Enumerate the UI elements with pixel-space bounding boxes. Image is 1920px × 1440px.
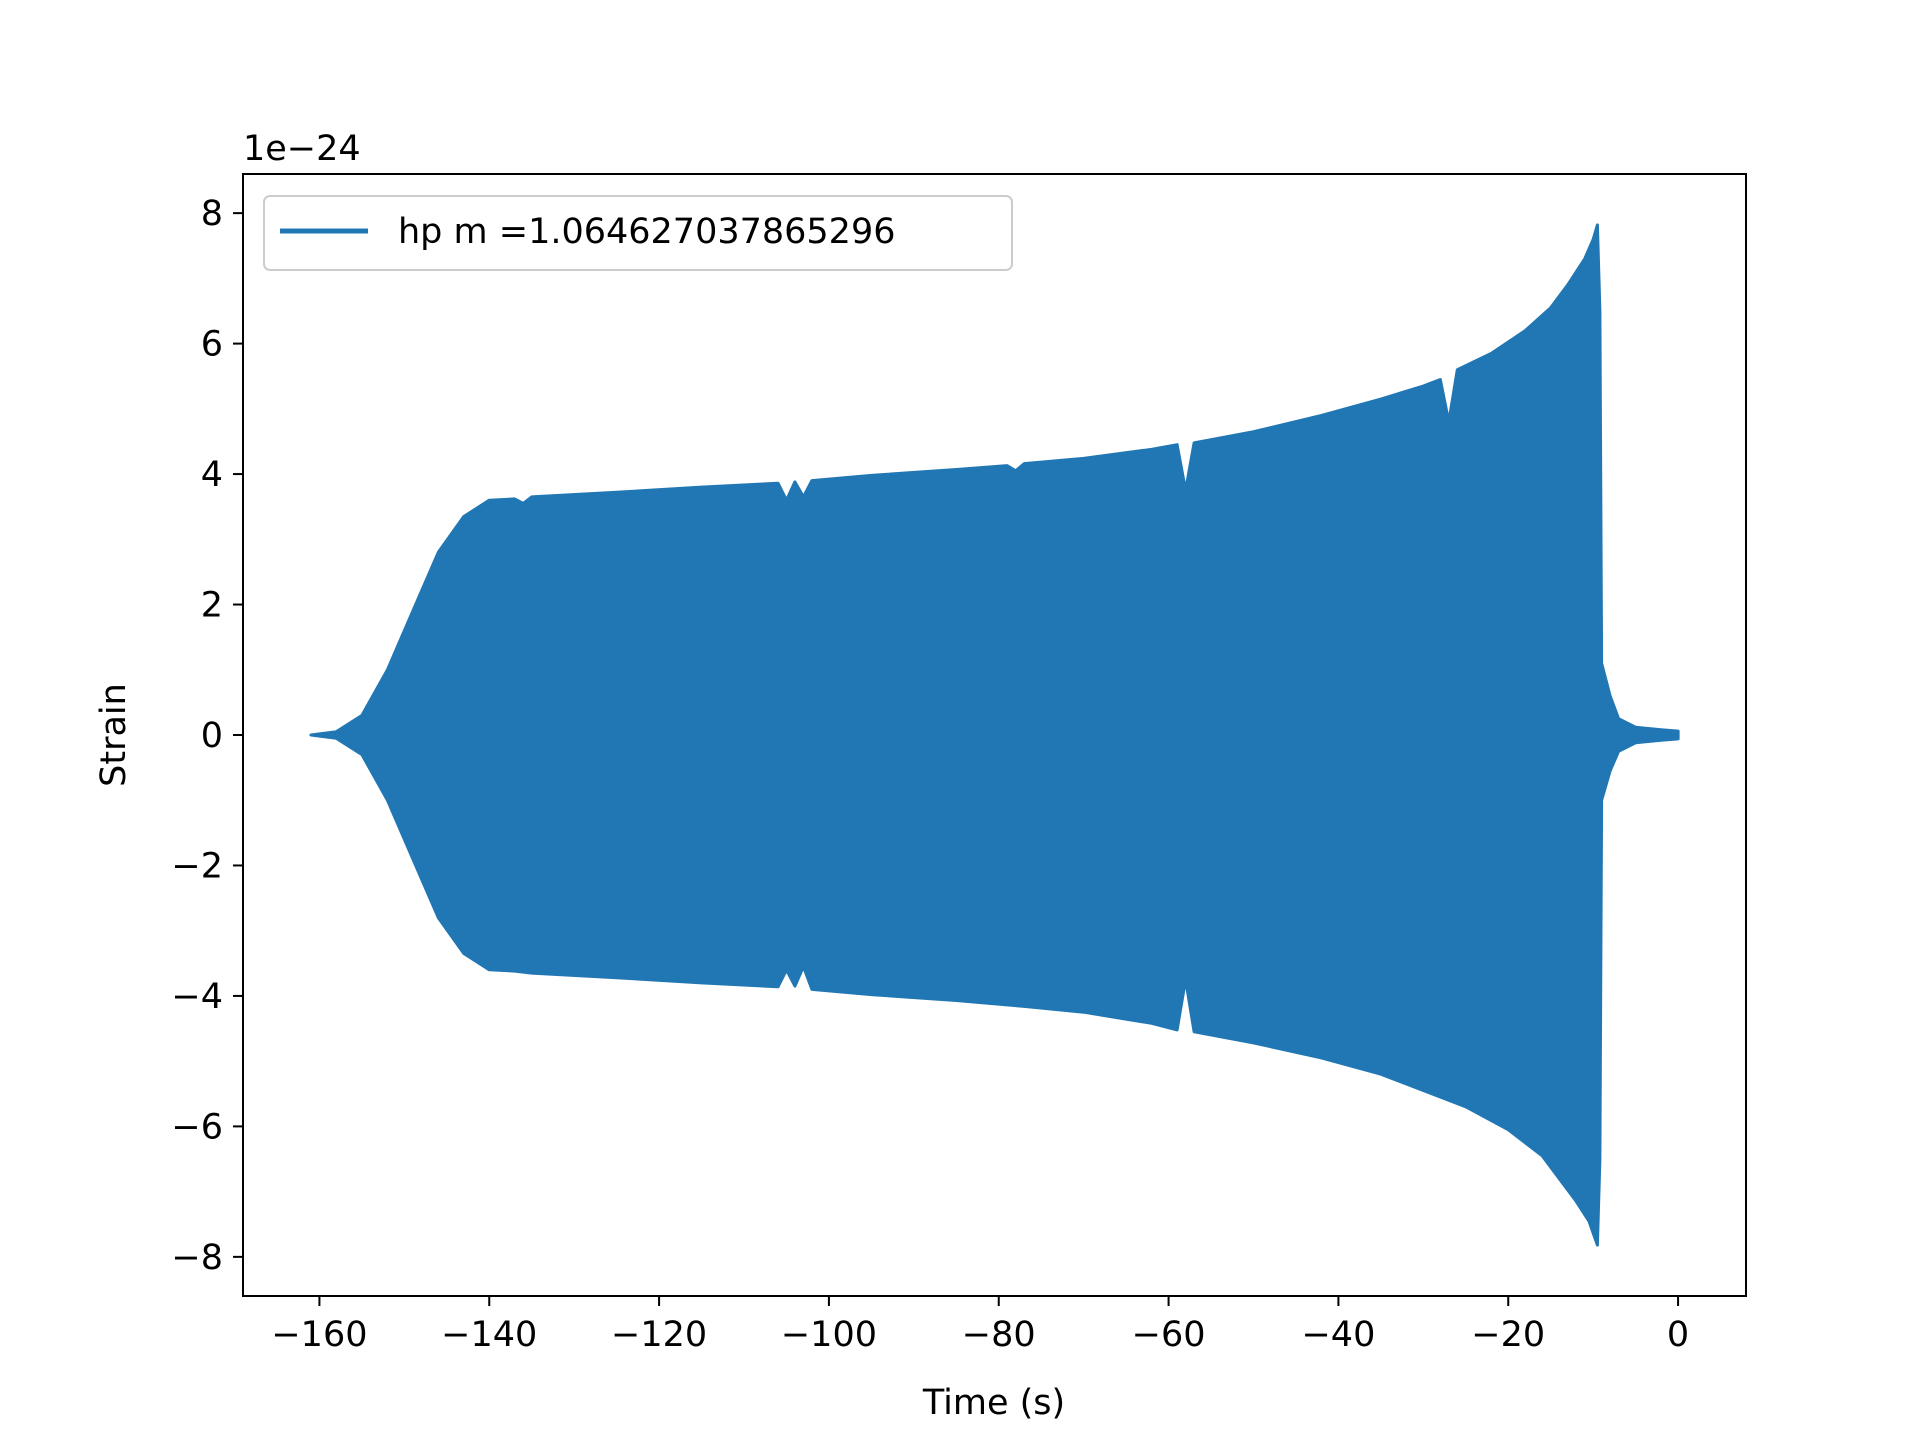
legend-box [263, 195, 1013, 271]
y-tick-label: 2 [201, 586, 223, 626]
y-tick-label: −2 [171, 846, 223, 886]
y-tick-label: 4 [201, 455, 223, 495]
x-axis-ticks: −160 −140 −120 −100 −80 −60 −40 −20 0 [271, 1296, 1689, 1355]
legend-label: hp m =1.064627037865296 [398, 212, 896, 252]
y-tick-label: −8 [171, 1238, 223, 1278]
x-tick-label: −20 [1471, 1315, 1545, 1355]
y-axis-title: Strain [94, 683, 134, 787]
legend: hp m =1.064627037865296 [263, 195, 1013, 271]
x-tick-label: 0 [1667, 1315, 1689, 1355]
y-tick-label: 0 [201, 716, 223, 756]
y-tick-label: 6 [201, 325, 223, 365]
y-tick-label: 8 [201, 194, 223, 234]
x-tick-label: −140 [441, 1315, 537, 1355]
data-layer [309, 223, 1680, 1247]
strain-waveform-series [309, 223, 1680, 1247]
x-tick-label: −40 [1301, 1315, 1375, 1355]
x-axis-title: Time (s) [922, 1383, 1065, 1423]
x-tick-label: −80 [962, 1315, 1036, 1355]
y-axis-ticks: 8 6 4 2 0 −2 −4 −6 −8 [171, 194, 243, 1278]
y-offset-label: 1e−24 [243, 129, 361, 169]
x-tick-label: −120 [611, 1315, 707, 1355]
y-tick-label: −6 [171, 1107, 223, 1147]
y-tick-label: −4 [171, 977, 223, 1017]
x-tick-label: −60 [1132, 1315, 1206, 1355]
x-tick-label: −100 [781, 1315, 877, 1355]
x-tick-label: −160 [271, 1315, 367, 1355]
